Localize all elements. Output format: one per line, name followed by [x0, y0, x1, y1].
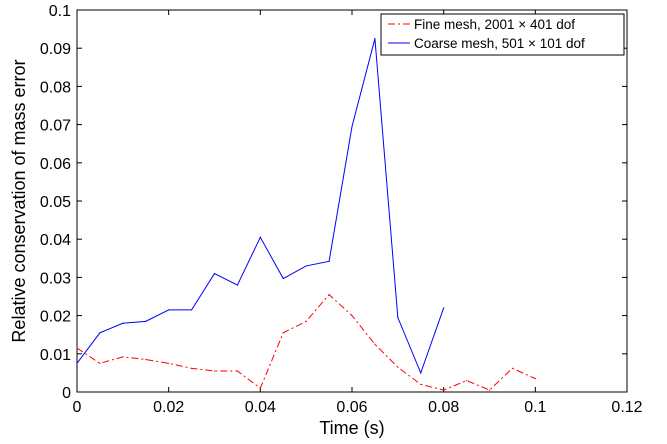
series-1-point [168, 309, 170, 311]
x-axis-label: Time (s) [319, 418, 384, 438]
y-tick-label: 0.05 [40, 194, 71, 211]
y-tick-label: 0.1 [49, 3, 71, 20]
series-layer [76, 38, 536, 391]
x-tick-label: 0.08 [428, 399, 459, 416]
series-1-point [76, 362, 78, 364]
series-0-point [236, 370, 239, 372]
series-1-point [397, 316, 399, 319]
y-tick-label: 0.09 [40, 41, 71, 58]
series-1-point [259, 236, 261, 238]
series-1-point [145, 320, 147, 322]
y-tick-label: 0.03 [40, 270, 71, 287]
series-0-point [465, 379, 468, 382]
y-tick-label: 0.08 [40, 79, 71, 96]
series-1-point [305, 265, 307, 267]
series-1-point [351, 125, 353, 128]
series-0-point [259, 387, 261, 389]
series-0-point [282, 332, 284, 334]
series-0-point [145, 358, 147, 361]
series-0-point [190, 367, 193, 369]
x-tick-label: 0.02 [153, 399, 184, 416]
y-tick-label: 0.02 [40, 309, 71, 326]
x-tick-label: 0.12 [611, 399, 642, 416]
series-1-point [190, 309, 193, 311]
series-1-point [443, 307, 445, 309]
series-0-point [99, 362, 101, 364]
y-tick-label: 0.06 [40, 156, 71, 173]
series-1-point [374, 38, 376, 40]
series-1-point [420, 372, 422, 374]
legend-label-fine-mesh: Fine mesh, 2001 × 401 dof [414, 17, 575, 32]
series-0-point [213, 370, 216, 372]
series-1-point [282, 277, 284, 280]
series-0-point [420, 383, 422, 385]
series-1-point [236, 284, 239, 286]
x-tick-label: 0 [73, 399, 82, 416]
series-1-point [122, 322, 124, 324]
x-tick-label: 0.06 [336, 399, 367, 416]
series-0-point [534, 378, 536, 380]
series-0-point [374, 343, 376, 345]
series-1-point [213, 272, 216, 275]
series-0-point [305, 320, 307, 322]
series-0-point [122, 356, 124, 358]
series-0-point [511, 367, 514, 369]
series-0-point [328, 293, 330, 296]
series-0-point [351, 315, 353, 317]
y-tick-label: 0.01 [40, 347, 71, 364]
legend-label-coarse-mesh: Coarse mesh, 501 × 101 dof [414, 36, 585, 51]
plot-area [76, 9, 628, 393]
series-1-point [328, 260, 330, 262]
series-0-point [76, 347, 78, 349]
series-0-point [397, 366, 399, 368]
y-tick-label: 0 [62, 385, 71, 402]
series-0-point [443, 389, 445, 391]
x-tick-label: 0.1 [524, 399, 546, 416]
series-0-point [488, 389, 491, 391]
y-axis-label: Relative conservation of mass error [9, 59, 29, 342]
y-tick-label: 0.04 [40, 232, 71, 249]
axis-ticks [76, 9, 628, 393]
series-1-point [99, 332, 101, 334]
legend-box [380, 13, 625, 56]
series-0-point [168, 362, 170, 364]
legend: Fine mesh, 2001 × 401 dof Coarse mesh, 5… [380, 13, 625, 56]
y-tick-label: 0.07 [40, 118, 71, 135]
tick-labels: 0 0.02 0.04 0.06 0.08 0.1 0.12 0 0.01 0.02 0.03 0.0… [40, 3, 643, 416]
x-tick-label: 0.04 [245, 399, 276, 416]
